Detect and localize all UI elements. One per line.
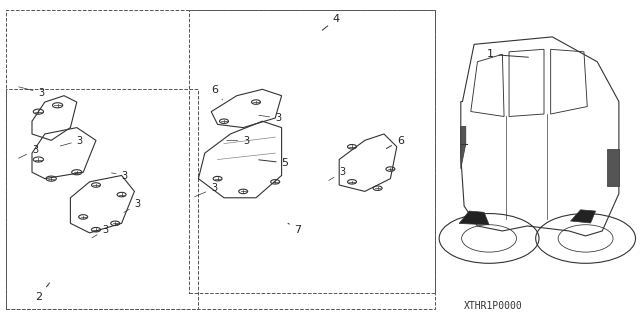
Polygon shape (571, 210, 596, 223)
Text: 3: 3 (329, 167, 346, 181)
Text: 3: 3 (259, 113, 282, 123)
Text: 3: 3 (111, 171, 128, 181)
Text: 7: 7 (288, 223, 301, 235)
Bar (6, 89, 198, 309)
Text: 1: 1 (486, 49, 529, 59)
Text: 6: 6 (211, 85, 222, 100)
Text: 3: 3 (195, 183, 218, 197)
Bar (189, 10, 435, 293)
Text: 3: 3 (19, 145, 38, 158)
Text: 2: 2 (35, 283, 49, 302)
Text: 3: 3 (19, 87, 45, 98)
Polygon shape (459, 211, 489, 225)
Text: 3: 3 (227, 136, 250, 145)
Text: 3: 3 (92, 225, 109, 238)
Text: 4: 4 (322, 14, 340, 30)
Text: 3: 3 (60, 136, 83, 146)
Text: 3: 3 (124, 199, 141, 212)
Text: 6: 6 (387, 136, 404, 149)
Text: XTHR1P0000: XTHR1P0000 (463, 301, 522, 311)
Polygon shape (461, 126, 466, 169)
Text: 5: 5 (259, 158, 289, 168)
Bar (6, 10, 435, 309)
Bar (607, 149, 619, 186)
